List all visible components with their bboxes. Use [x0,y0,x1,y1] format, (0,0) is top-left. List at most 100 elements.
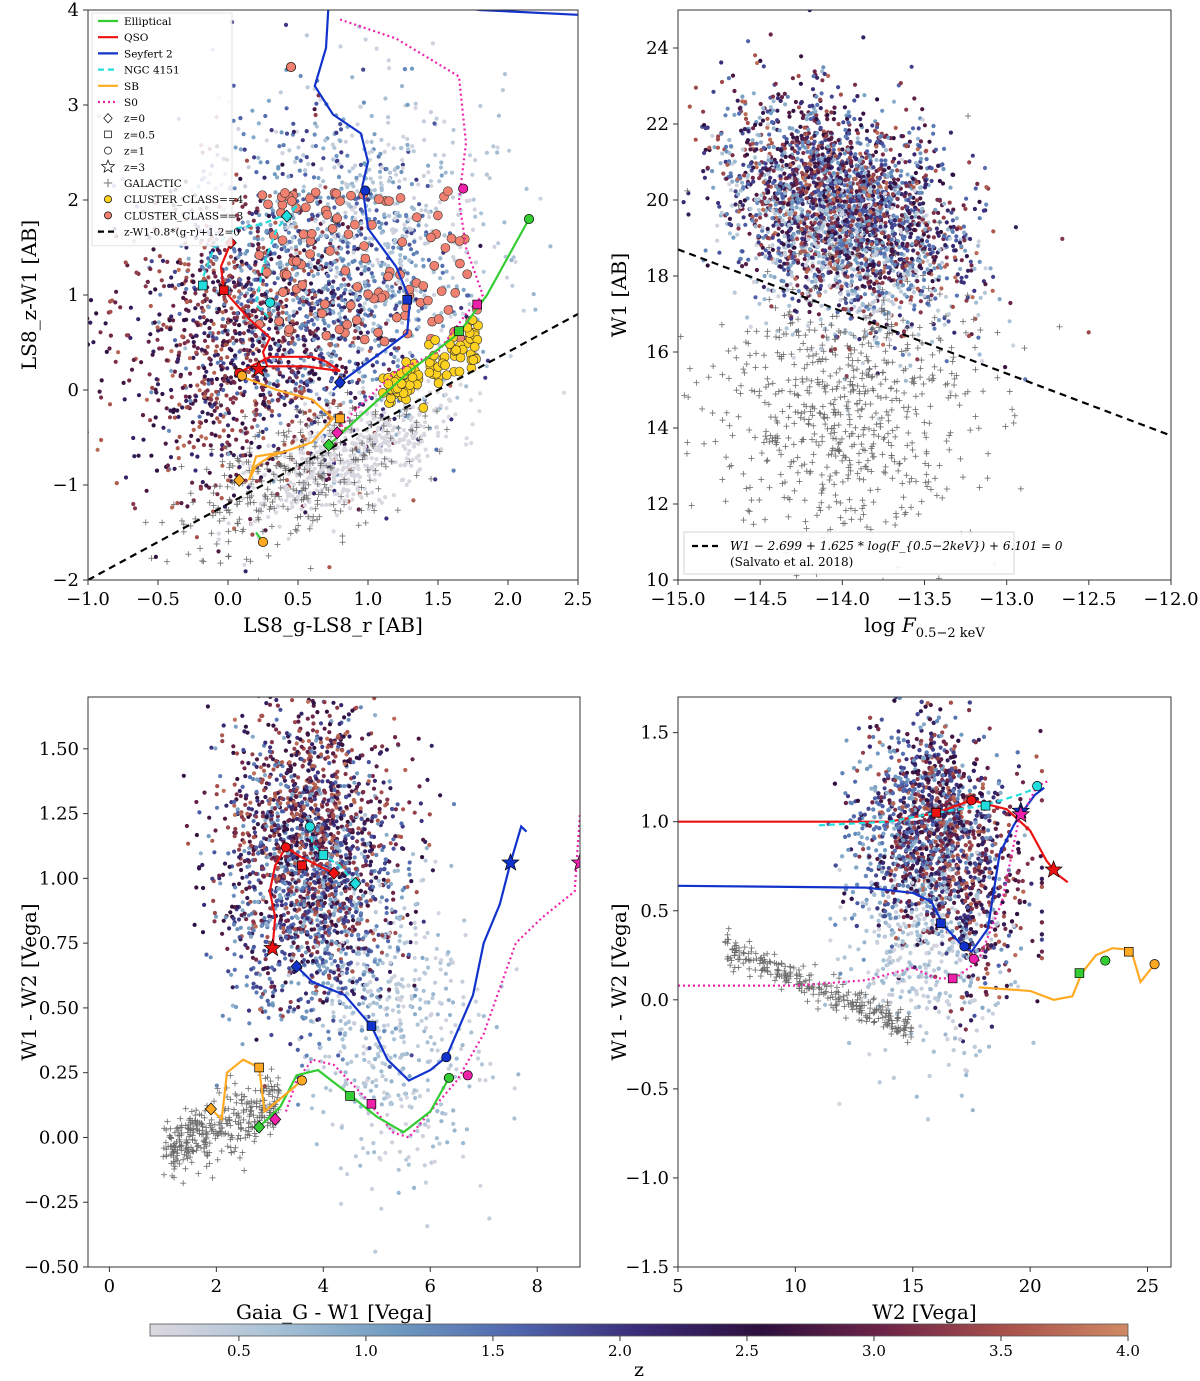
source-point [964,274,969,279]
source-point [293,373,298,378]
source-point [360,385,366,390]
y-axis-label: LS8_z-W1 [AB] [17,220,41,370]
source-point [158,292,163,297]
source-point [178,342,183,347]
source-point [392,354,397,360]
source-point [898,81,903,86]
galactic-point [306,460,313,467]
source-point [705,4,709,8]
source-point [399,84,405,89]
galactic-point [225,506,232,513]
source-point [888,337,893,342]
source-point [390,289,395,294]
source-point [166,468,171,473]
source-point [467,301,472,307]
source-point [153,554,158,560]
source-point [255,226,261,231]
source-point [216,537,221,542]
source-point [226,261,231,266]
source-point [193,287,198,292]
source-point [448,314,453,319]
source-point [434,116,439,121]
source-point [260,343,265,348]
source-point [819,303,824,308]
galactic-point [226,496,233,503]
galactic-point [316,513,323,520]
source-point [304,155,309,160]
galactic-point [323,462,330,469]
source-point [205,318,210,323]
source-point [171,303,176,308]
source-point [294,273,299,278]
source-point [281,305,286,310]
source-point [404,482,409,487]
source-point [805,149,810,154]
galactic-point [170,501,177,508]
source-point [774,215,779,220]
source-point [334,274,339,279]
source-point [478,103,483,109]
galactic-point [219,458,226,465]
galactic-point [210,502,217,509]
source-point [736,226,741,231]
galactic-point [302,485,309,492]
source-point [370,149,375,154]
source-point [340,364,345,369]
source-point [973,316,978,321]
galactic-point [321,481,328,488]
source-point [313,219,318,224]
source-point [410,423,415,428]
source-point [343,365,348,371]
source-point [400,162,405,167]
source-point [328,311,333,316]
source-point [222,294,227,299]
galactic-point [314,501,321,508]
source-point [385,284,390,289]
source-point [405,271,410,276]
source-point [311,372,317,377]
cluster-class-3-point [391,312,402,323]
source-point [955,272,960,277]
source-point [330,142,335,147]
source-point [828,210,833,215]
galactic-point [148,555,155,562]
source-point [246,312,251,317]
source-point [351,250,356,255]
source-point [340,222,345,227]
source-point [925,301,930,306]
source-point [386,58,391,63]
source-point [219,356,224,361]
source-point [390,250,395,255]
source-point [46,321,50,325]
cluster-class-3-point [426,232,436,243]
source-point [367,236,372,241]
source-point [278,421,283,426]
galactic-point [211,483,218,490]
source-point [214,344,219,349]
source-point [369,346,374,351]
legend-label: z=1 [124,146,145,158]
galactic-point [234,520,241,527]
source-point [331,477,336,482]
galactic-point [353,446,360,453]
source-point [152,320,157,325]
source-point [332,165,337,170]
source-point [407,258,412,263]
source-point [191,279,196,284]
source-point [355,266,360,271]
source-point [237,349,242,354]
source-point [201,276,207,281]
source-point [354,175,359,180]
source-point [297,409,303,414]
source-point [430,41,435,46]
source-point [763,212,768,218]
source-point [148,332,153,337]
source-point [846,128,852,133]
source-point [438,403,444,408]
source-point [210,404,215,409]
y-tick-label: 4 [68,0,79,21]
galactic-point [265,552,272,559]
square-marker [335,413,345,424]
source-point [799,158,804,163]
diamond-marker [280,209,293,223]
